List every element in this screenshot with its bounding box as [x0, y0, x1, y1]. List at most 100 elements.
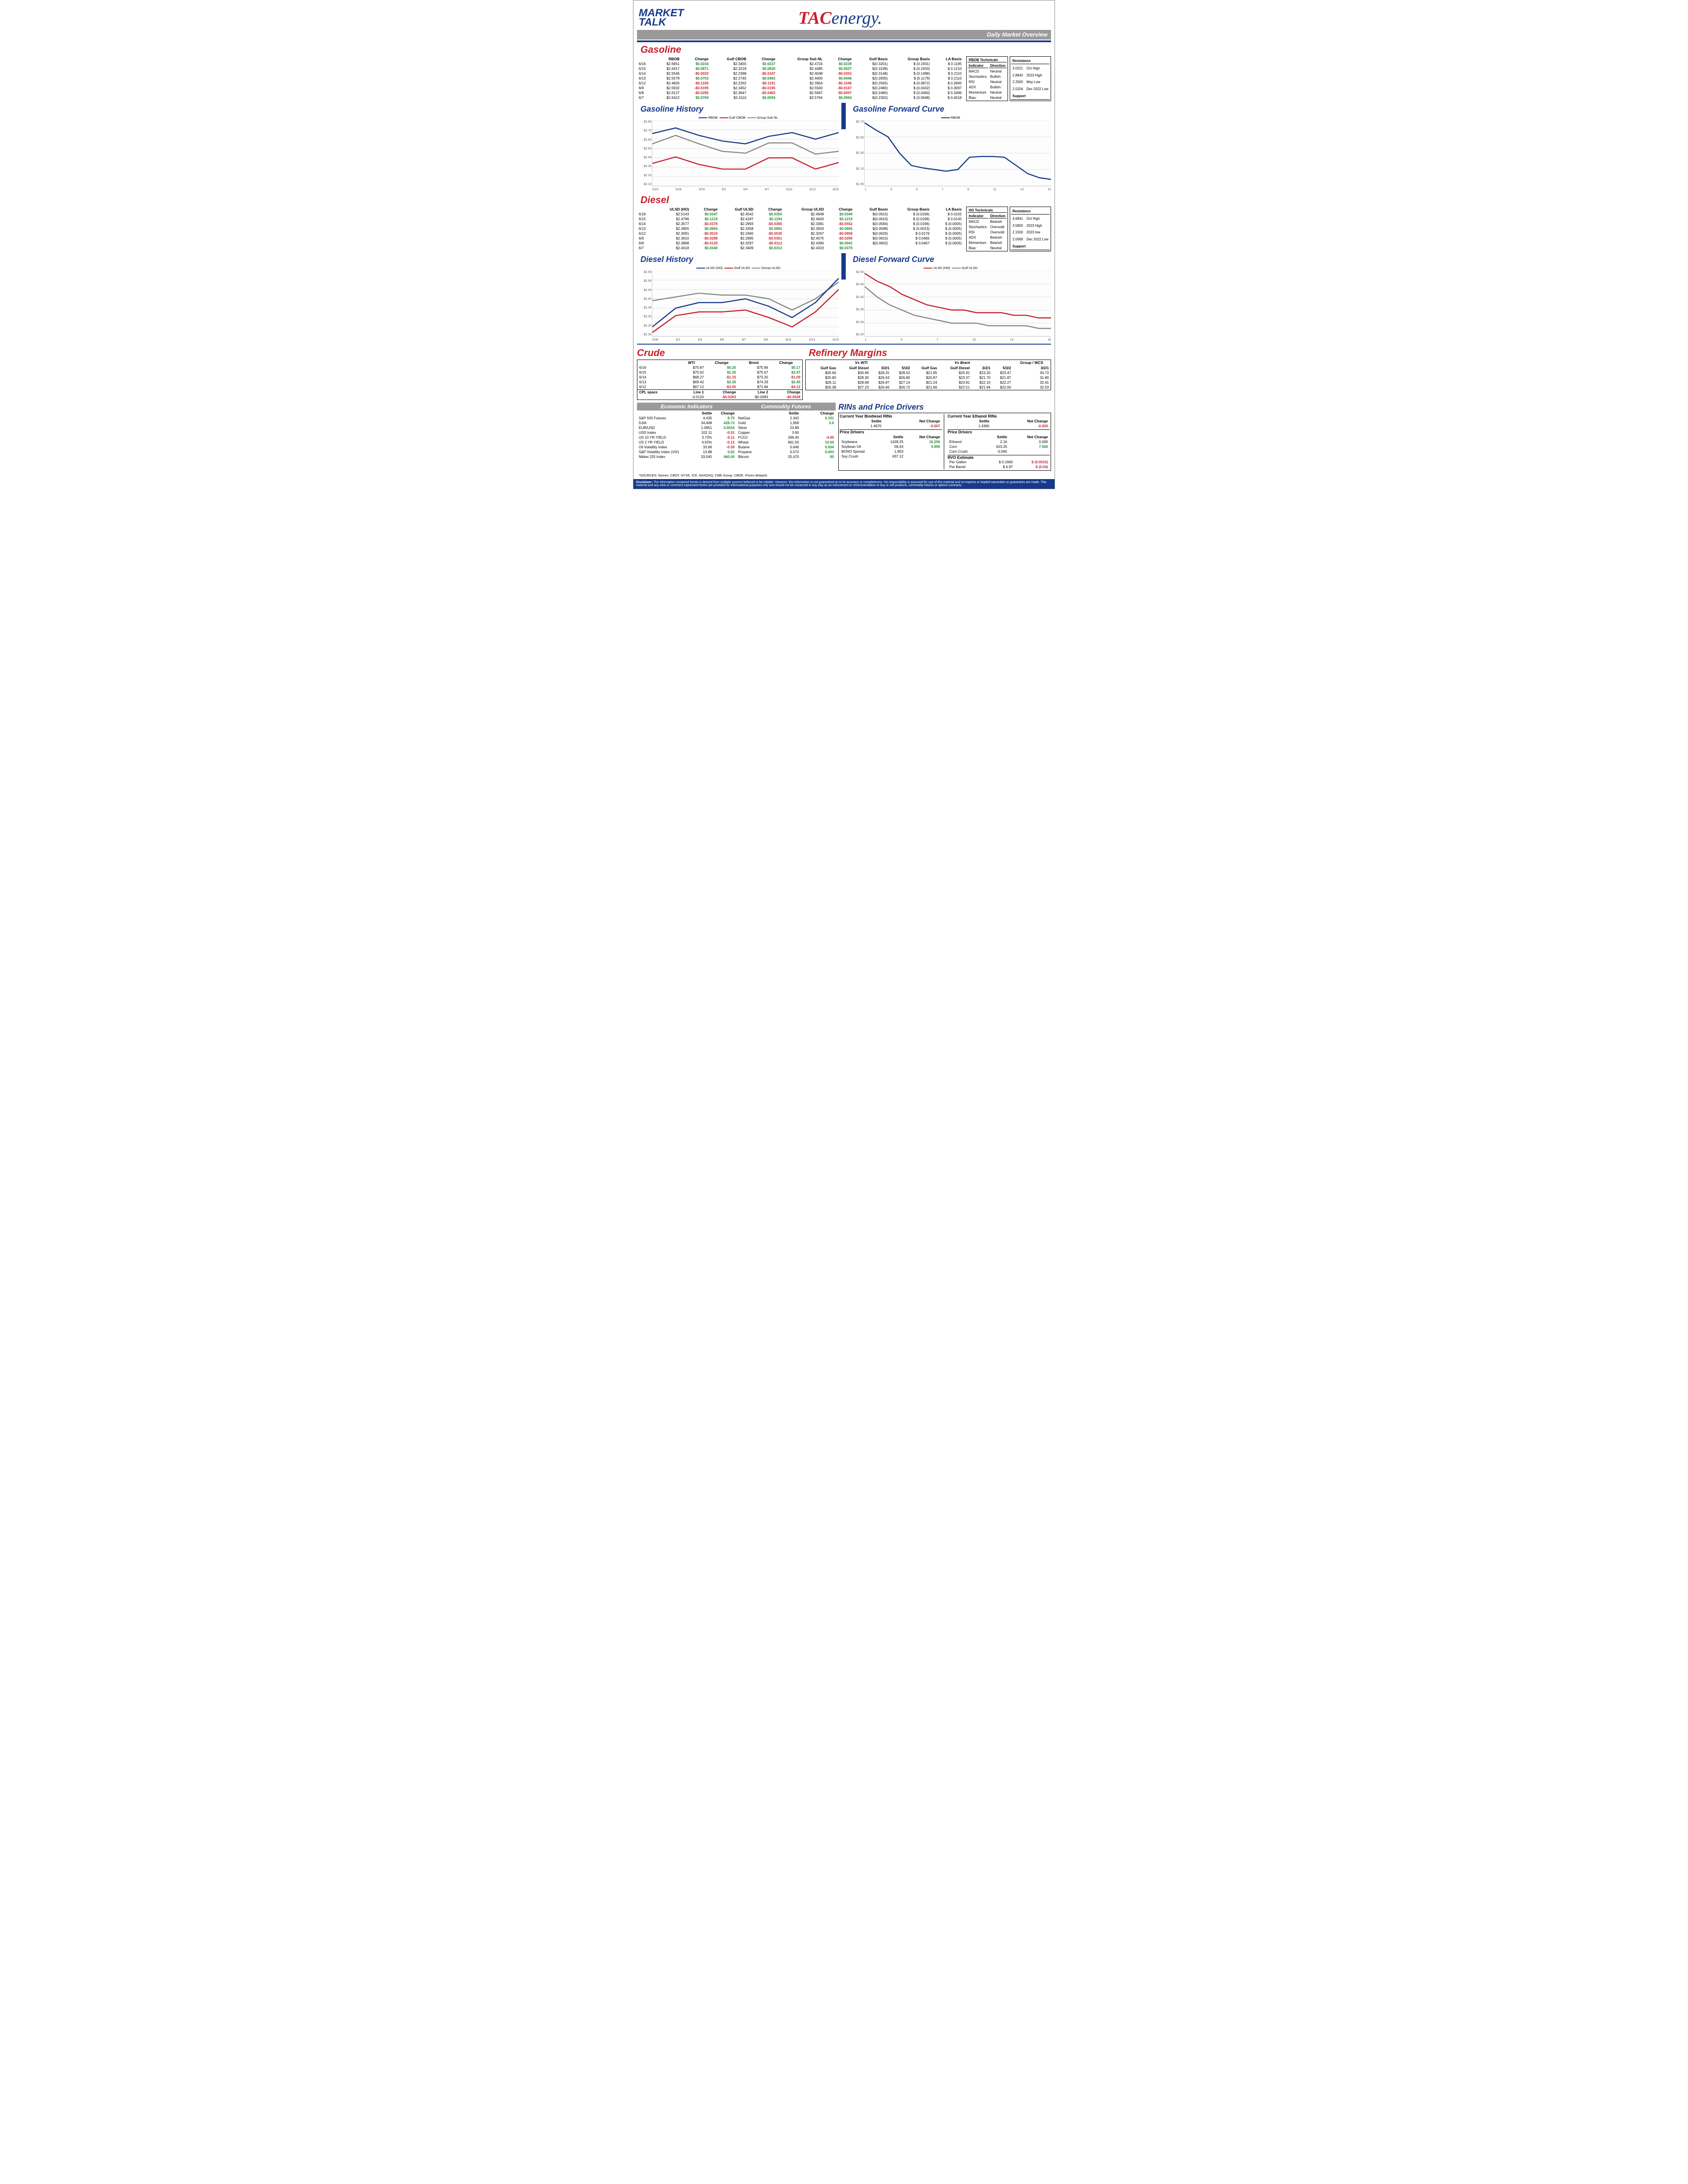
cell: -$0.1546 [824, 81, 853, 86]
table-row: S&P 500 Futures4,4358.75 [637, 416, 736, 421]
grey-header-bar: Daily Market Overview [637, 30, 1051, 40]
cell: 0.646 [771, 445, 800, 450]
cell: $2.4949 [784, 212, 826, 217]
cell: -$4.12 [770, 385, 802, 390]
cell: $2.3955 [654, 226, 691, 231]
cell: $(0.2302) [853, 95, 889, 100]
cell: Bearish [989, 240, 1007, 245]
cell [890, 246, 931, 251]
cell: $2.4485 [777, 66, 825, 71]
cell [805, 380, 811, 385]
cell: $(0.2480) [853, 91, 889, 95]
cell: Bullish [989, 74, 1007, 79]
cell: $ (0.1498) [889, 71, 931, 76]
cell: 6/16 [637, 62, 654, 66]
cell: 25,470 [771, 454, 800, 459]
cell: $ 0.2845 [931, 81, 963, 86]
cell: $71.84 [738, 385, 770, 390]
cell: Bias: [968, 246, 988, 250]
cell: -4.45 [801, 435, 836, 440]
cell [801, 430, 836, 435]
cell: 6/14 [637, 222, 654, 226]
col-header [637, 56, 654, 62]
cell: $ 0.3097 [931, 86, 963, 91]
col-header: 3/2/1 [1013, 365, 1051, 371]
cell: Soy Crush [840, 454, 880, 459]
refinery-title: Refinery Margins [809, 347, 1051, 359]
cell: 6/7 [637, 246, 654, 251]
cell: $(0.0602) [854, 241, 890, 246]
col-header: Group Basis [889, 56, 931, 62]
cell: -$0.0285 [681, 91, 710, 95]
cell: -$0.1106 [681, 81, 710, 86]
cell: $(0.0615) [854, 212, 890, 217]
col-header [948, 434, 985, 440]
cell: $2.6651 [654, 62, 681, 66]
cell: $26.90 [811, 371, 838, 375]
cell: Propane [736, 450, 771, 454]
blue-rule [637, 40, 1051, 42]
cell: $ 0.2110 [931, 76, 963, 81]
cell: 13.88 [695, 450, 713, 454]
cell: $ (0.0196) [890, 222, 931, 226]
cell: $75.67 [738, 370, 770, 375]
cell: $28.52 [891, 371, 912, 375]
cell: 16.250 [905, 440, 942, 444]
table-row: 6/14$2.3577-$0.0378$2.2993-$0.0365$2.338… [637, 222, 964, 226]
table-row: 6/13$2.5579$0.0753$2.2745$0.0483$2.4400$… [637, 76, 964, 81]
cell: $2.3452 [710, 86, 748, 91]
cell: $ (0.0005) [931, 236, 964, 241]
col-header: RBOB [654, 56, 681, 62]
price-drivers-title: Price Drivers [948, 429, 1050, 434]
cell: $25.91 [939, 371, 971, 375]
table-row: Silver23.89 [736, 425, 836, 430]
cell: Change [706, 390, 738, 395]
cell: $30.96 [838, 371, 870, 375]
cell: -0.59 [714, 445, 737, 450]
cell: $2.3409 [719, 246, 755, 251]
cell: $20.87 [912, 375, 939, 380]
group-header: Group / WCS [1013, 360, 1051, 366]
table-row: 6/16$2.5143$0.0347$2.4542$0.0350$2.4949$… [637, 212, 964, 217]
col-header: Change [755, 207, 784, 212]
cell: 6/12 [637, 231, 654, 236]
cell: $ (0.0460) [889, 91, 931, 95]
col-header: Gulf CBOB [710, 56, 748, 62]
cell: $ (0.0005) [931, 226, 964, 231]
cell: $ (0.0023) [890, 226, 931, 231]
col-header: Net Change [883, 418, 942, 424]
cell: 623.25 [984, 444, 1009, 449]
cell: 85 [801, 454, 836, 459]
table-row: US 2 YR YIELD4.62%-0.12 [637, 440, 736, 445]
market-talk-logo: MARKET TALK [639, 9, 684, 27]
cell: 23.89 [771, 425, 800, 430]
diesel-history-chart: $2.55$2.50$2.45$2.40$2.35$2.30$2.25$2.20… [652, 271, 839, 337]
cell: 1428.25 [880, 440, 905, 444]
cell: 2023 High [1025, 72, 1050, 78]
cell: $ 0.1195 [931, 62, 963, 66]
cell: 1.0951 [695, 425, 713, 430]
cell: Bias: [968, 95, 988, 100]
cell: Neutral [989, 246, 1007, 250]
cell: Momentum [968, 90, 988, 94]
cell: 10.00 [801, 440, 836, 445]
cell: $22.51 [939, 385, 971, 390]
cell: 8.75 [714, 416, 737, 421]
table-row: Butane0.6460.004 [736, 445, 836, 450]
cell: Stochastics [968, 74, 988, 79]
tech-header: Indicator [968, 63, 988, 68]
cell: EUR/USD [637, 425, 695, 430]
col-header [840, 418, 848, 424]
table-row: 6/14$68.27-$1.15$73.20-$1.09 [637, 375, 803, 380]
logo-line2: TALK [639, 18, 684, 27]
cell: $0.0864 [691, 226, 719, 231]
cell: 33,545 [695, 454, 713, 459]
col-header [840, 434, 880, 440]
cell: $2.4400 [777, 76, 825, 81]
diesel-history-legend: ULSD (HO) Gulf ULSD Group ULSD [637, 265, 839, 271]
cell: $2.2262 [710, 81, 748, 86]
cell: $0.0234 [681, 62, 710, 66]
table-row: NatGas2.3420.191 [736, 416, 836, 421]
cell: -0.005 [991, 424, 1050, 429]
cell: $(0.0584) [854, 222, 890, 226]
